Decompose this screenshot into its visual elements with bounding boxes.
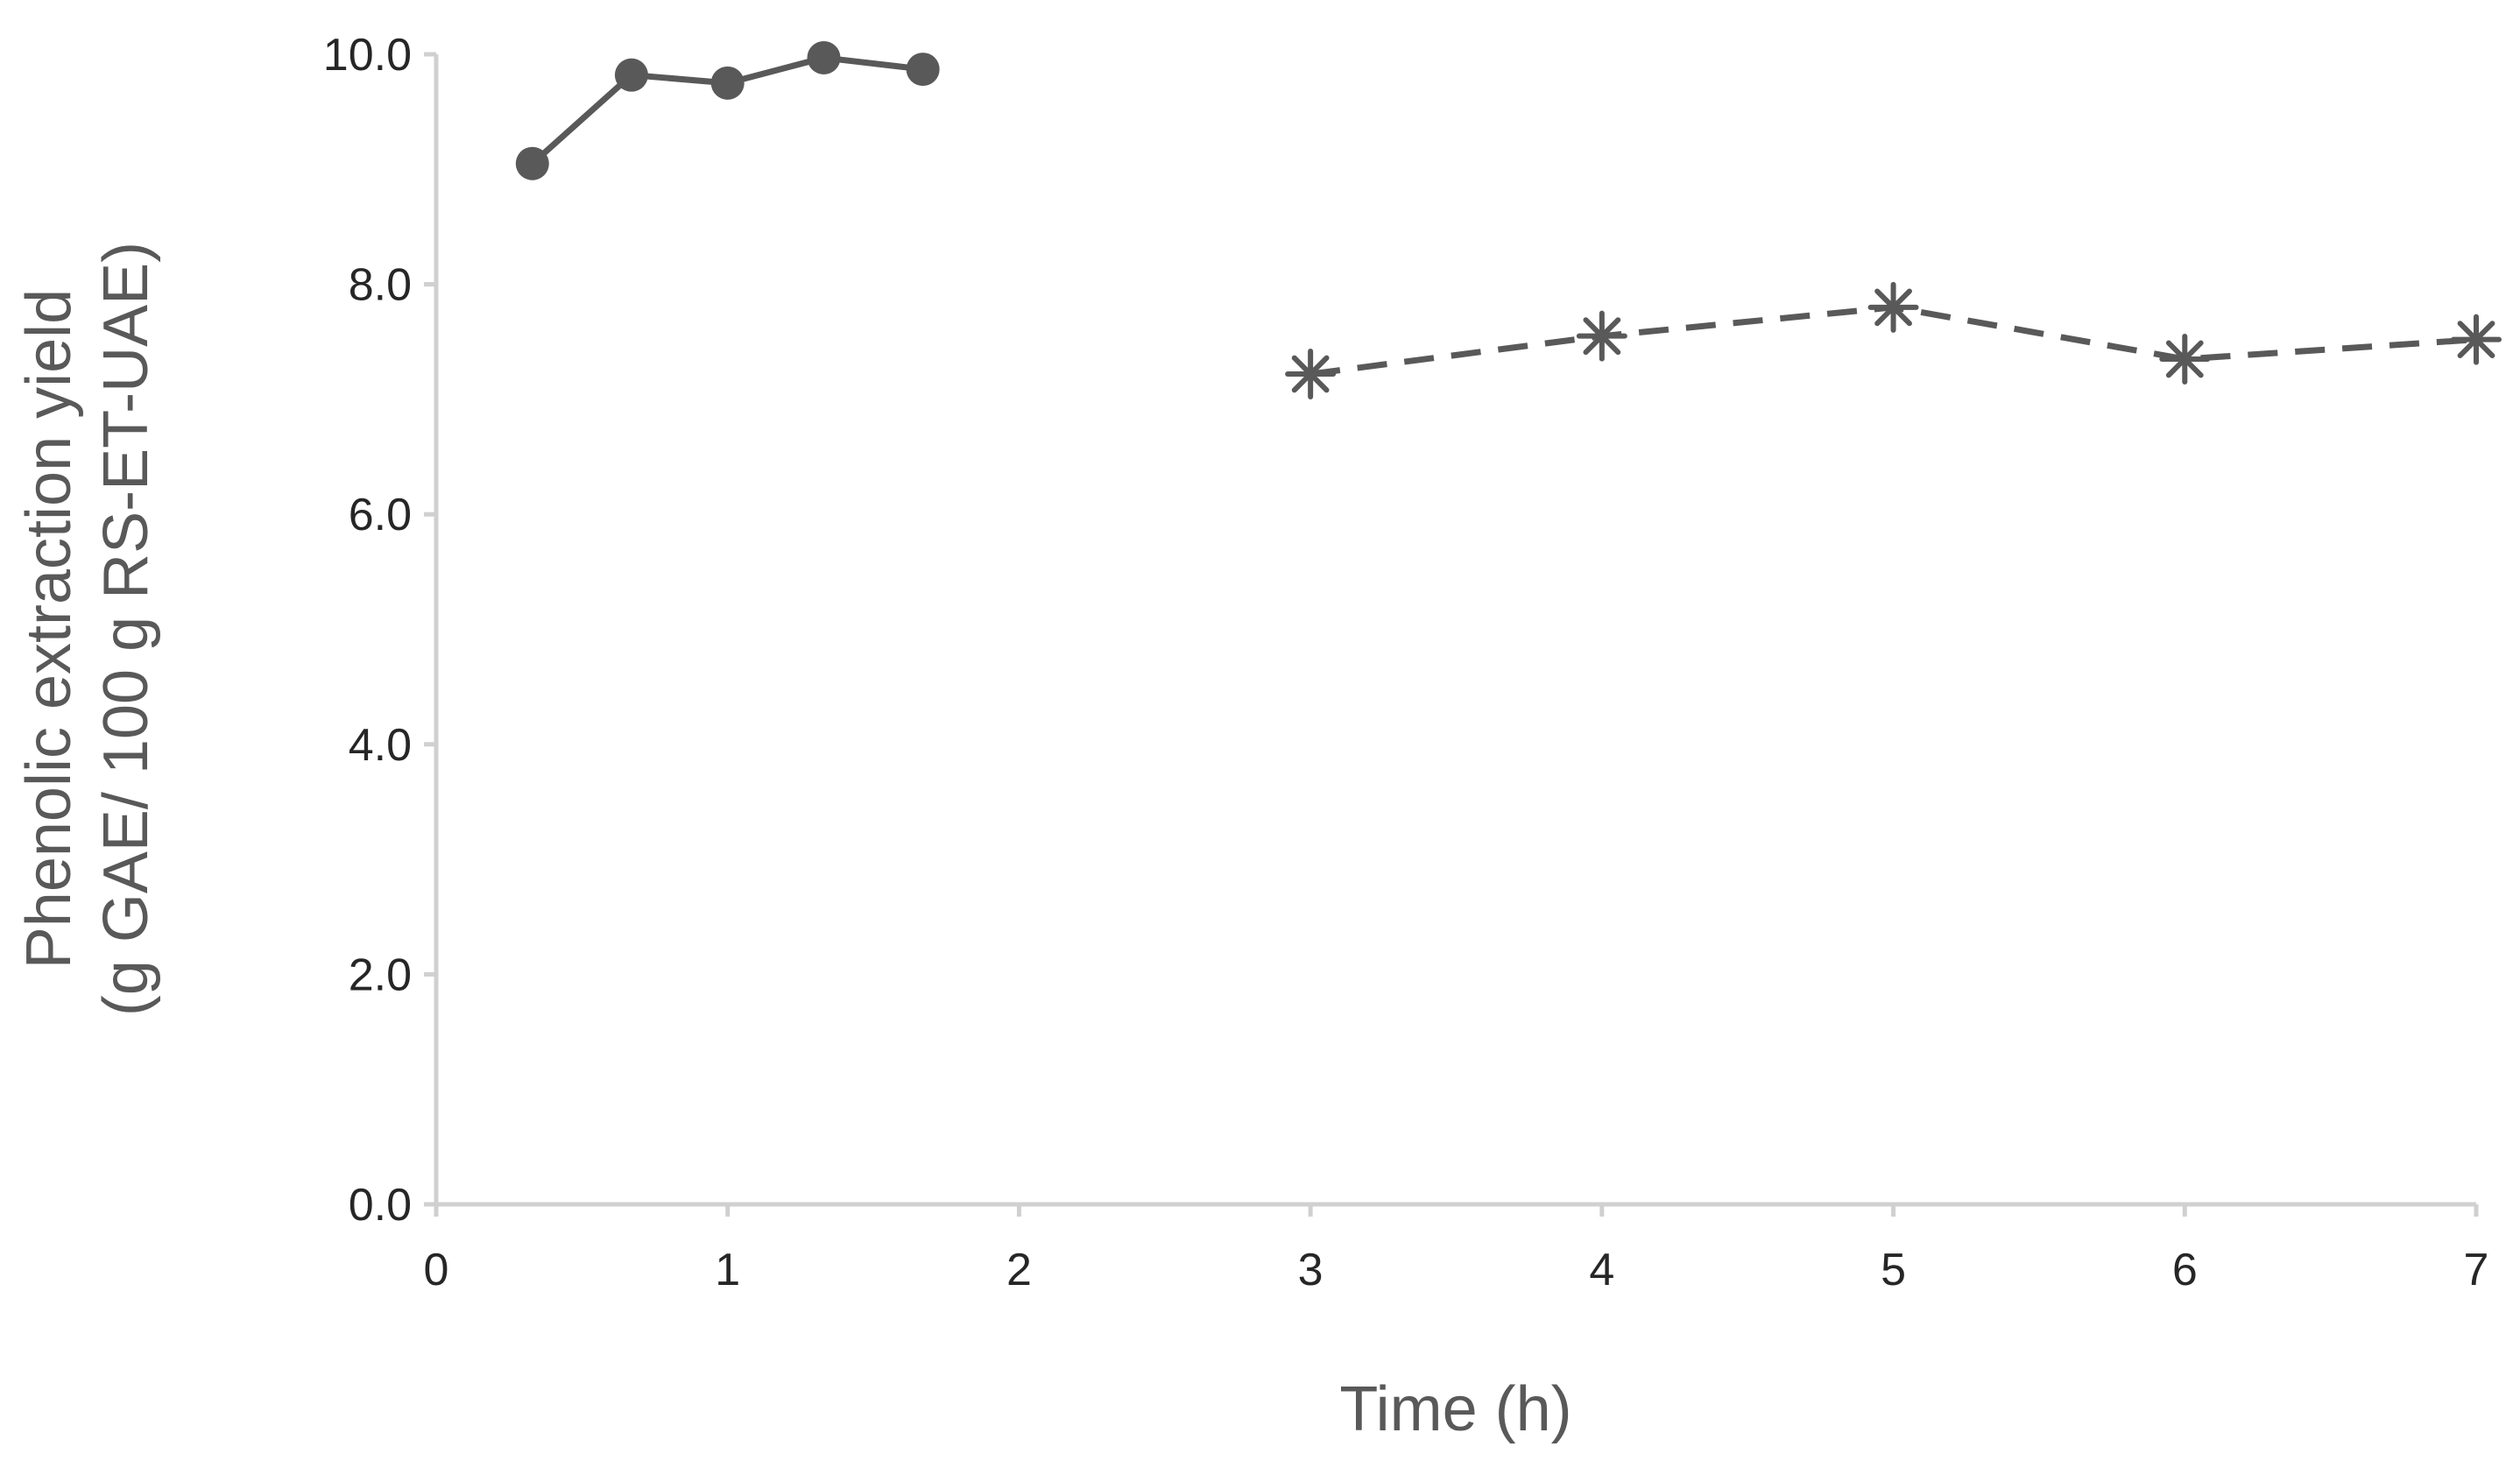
- y-axis-title: Phenolic extraction yield (g GAE/ 100 g …: [14, 242, 161, 1016]
- x-axis-title: Time (h): [1339, 1374, 1571, 1444]
- data-point: [515, 146, 549, 180]
- data-point: [2159, 333, 2211, 385]
- x-tick-label: 5: [1881, 1245, 1906, 1295]
- data-point: [1285, 349, 1337, 400]
- x-tick-label: 3: [1298, 1245, 1324, 1295]
- data-point: [1576, 310, 1627, 362]
- y-tick-label: 2.0: [349, 949, 412, 1000]
- x-tick-label: 1: [715, 1245, 740, 1295]
- y-tick-label: 6.0: [349, 490, 412, 540]
- y-tick-label: 0.0: [349, 1180, 412, 1231]
- x-tick-label: 4: [1589, 1245, 1614, 1295]
- data-point: [1867, 281, 1919, 333]
- x-tick-label: 2: [1006, 1245, 1032, 1295]
- data-point: [710, 66, 745, 100]
- axes: [434, 54, 2476, 1207]
- series-2: [1285, 281, 2502, 400]
- x-ticks: 0 1 2 3 4 5 6 7: [424, 1204, 2489, 1295]
- y-tick-label: 10.0: [323, 30, 412, 81]
- x-tick-label: 0: [424, 1245, 449, 1295]
- y-axis-title-line2: (g GAE/ 100 g RS-ET-UAE): [91, 242, 161, 1016]
- y-ticks: 0.0 2.0 4.0 6.0 8.0 10.0: [323, 30, 436, 1231]
- x-tick-label: 6: [2172, 1245, 2198, 1295]
- series-layer: [515, 40, 2502, 400]
- x-tick-label: 7: [2464, 1245, 2489, 1295]
- y-tick-label: 4.0: [349, 720, 412, 771]
- data-point: [906, 53, 940, 87]
- y-axis-title-line1: Phenolic extraction yield: [14, 289, 84, 969]
- data-point: [614, 58, 648, 92]
- data-point: [807, 40, 841, 74]
- y-tick-label: 8.0: [349, 260, 412, 311]
- series-1: [515, 40, 940, 180]
- data-point: [2451, 314, 2502, 365]
